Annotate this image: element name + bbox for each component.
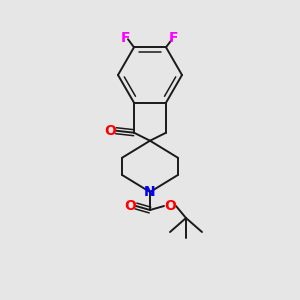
Text: N: N — [144, 185, 156, 199]
Text: F: F — [121, 31, 131, 45]
Text: O: O — [104, 124, 116, 138]
Text: O: O — [164, 199, 176, 213]
Text: O: O — [124, 199, 136, 213]
Text: F: F — [169, 31, 179, 45]
